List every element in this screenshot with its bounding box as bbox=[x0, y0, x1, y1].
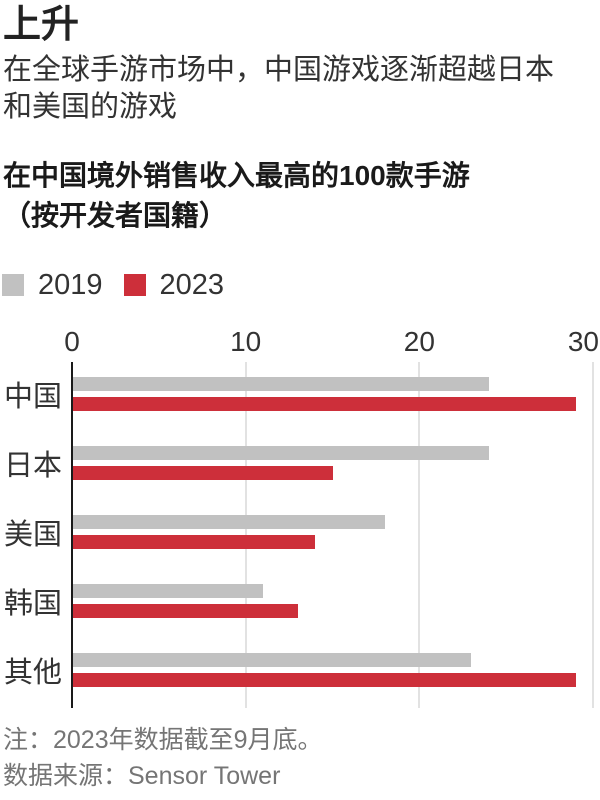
legend-label-2023: 2023 bbox=[159, 268, 225, 301]
category-label: 美国 bbox=[4, 519, 63, 551]
category-label: 中国 bbox=[4, 381, 63, 413]
subtitle-line1: 在全球手游市场中，中国游戏逐渐超越日本 bbox=[3, 54, 555, 86]
bar-2023 bbox=[73, 673, 576, 687]
gridline bbox=[592, 362, 594, 708]
chart-heading-line2: （按开发者国籍） bbox=[3, 200, 228, 231]
category-label: 韩国 bbox=[4, 588, 63, 620]
legend-swatch-2023 bbox=[123, 274, 146, 296]
legend-label-2019: 2019 bbox=[38, 268, 103, 301]
bar-2023 bbox=[73, 535, 316, 549]
bar-2023 bbox=[73, 604, 298, 618]
bar-2019 bbox=[73, 446, 489, 460]
x-tick-label: 20 bbox=[403, 326, 435, 357]
x-tick-label: 0 bbox=[64, 326, 80, 357]
subtitle-line2: 和美国的游戏 bbox=[3, 91, 178, 123]
bar-2019 bbox=[73, 584, 264, 598]
y-axis-line bbox=[71, 362, 73, 708]
footnote-line2: 数据来源：Sensor Tower bbox=[3, 762, 281, 790]
chart-heading-line1: 在中国境外销售收入最高的100款手游 bbox=[3, 160, 470, 191]
x-axis-labels: 0 10 20 30 bbox=[0, 324, 600, 358]
category-label: 日本 bbox=[4, 450, 63, 482]
category-label: 其他 bbox=[4, 657, 63, 689]
bar-2019 bbox=[73, 377, 489, 391]
bar-2023 bbox=[73, 466, 333, 480]
bar-2023 bbox=[73, 397, 576, 411]
subtitle: 在全球手游市场中，中国游戏逐渐超越日本 和美国的游戏 bbox=[3, 52, 554, 126]
page-title: 上升 bbox=[3, 4, 80, 46]
footnotes: 注：2023年数据截至9月底。 数据来源：Sensor Tower bbox=[3, 722, 323, 794]
legend: 2019 2023 bbox=[2, 269, 245, 301]
gridline bbox=[418, 362, 421, 708]
legend-swatch-2019 bbox=[2, 274, 24, 296]
x-tick-label: 10 bbox=[230, 326, 262, 357]
chart-heading: 在中国境外销售收入最高的100款手游 （按开发者国籍） bbox=[3, 156, 470, 236]
bar-2019 bbox=[73, 653, 472, 667]
bar-2019 bbox=[73, 515, 385, 529]
x-tick-label: 30 bbox=[567, 326, 599, 357]
footnote-line1: 注：2023年数据截至9月底。 bbox=[3, 726, 323, 754]
plot-area: 中国日本美国韩国其他 bbox=[0, 362, 600, 708]
